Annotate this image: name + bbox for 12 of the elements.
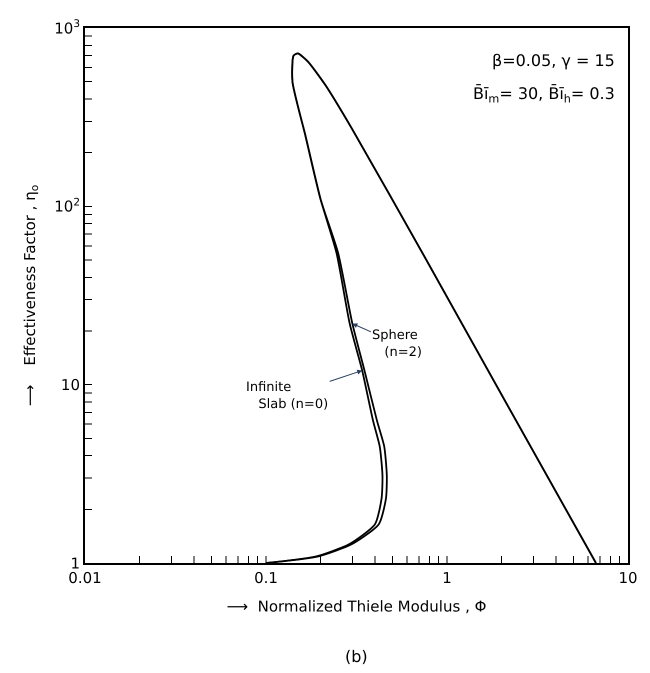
annotation: β=0.05, γ = 15 bbox=[492, 51, 615, 70]
annotation: Sphere (n=2) bbox=[372, 328, 422, 360]
annotation: B̄ī$_{m}$= 30, B̄ī$_{h}$= 0.3 bbox=[473, 84, 615, 106]
x-tick-label: 0.1 bbox=[254, 569, 278, 587]
x-tick-label: 1 bbox=[442, 569, 452, 587]
x-axis-title: ⟶ Normalized Thiele Modulus , Φ bbox=[226, 598, 486, 616]
x-tick-label: 10 bbox=[618, 569, 638, 587]
text: (b) bbox=[345, 647, 368, 666]
y-tick-label: 10$^{3}$ bbox=[54, 18, 80, 38]
annotation: Infinite Slab (n=0) bbox=[246, 380, 328, 412]
y-tick-label: 10$^{2}$ bbox=[54, 196, 80, 216]
y-tick-label: 10 bbox=[60, 376, 80, 394]
